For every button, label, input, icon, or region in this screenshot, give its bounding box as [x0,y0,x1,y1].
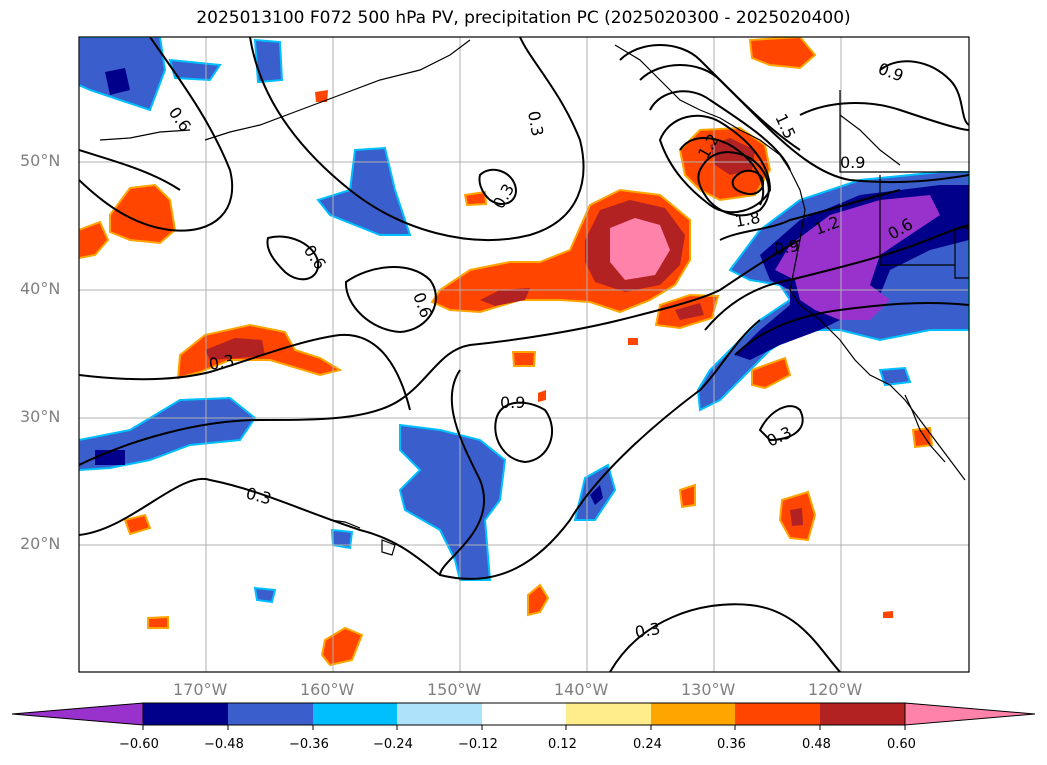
contour-label: 1.8 [733,208,761,231]
lon-label-140w: 140°W [554,680,609,699]
colorbar-tick-label: −0.60 [119,737,159,752]
pv-contours [79,37,969,672]
lon-label-150w: 150°W [427,680,482,699]
colorbar-tick-label: 0.36 [717,737,746,752]
contour-label: 1.5 [771,111,799,142]
lat-label-30n: 30°N [20,407,61,426]
contour-label: 0.9 [772,236,800,259]
colorbar-tick-label: 0.12 [548,737,577,752]
graticule [79,37,969,672]
lat-label-40n: 40°N [20,279,61,298]
lat-label-20n: 20°N [20,534,61,553]
contour-label: 0.6 [409,290,436,320]
map-frame [78,36,970,673]
contour-label: 0.3 [764,423,795,451]
contour-label: 0.3 [244,484,274,509]
lon-label-160w: 160°W [300,680,355,699]
contour-label: 0.3 [633,619,661,642]
contour-label: 0.3 [524,109,547,137]
lon-label-170w: 170°W [173,680,228,699]
lon-label-130w: 130°W [681,680,736,699]
colorbar-tick-label: −0.48 [204,737,244,752]
lat-label-50n: 50°N [20,151,61,170]
contour-label: 0.6 [300,241,330,273]
coastlines [99,39,969,556]
contour-label: 0.9 [500,393,525,412]
colorbar-tick-label: −0.24 [373,737,413,752]
contour-label: 0.3 [207,351,235,374]
colorbar [11,702,1036,730]
map-body: 0.6 0.3 0.3 0.6 0.6 0.9 0.3 0.3 0.9 1.5 … [79,37,969,672]
lon-label-120w: 120°W [808,680,863,699]
negative-precip-areas [79,37,969,604]
contour-label: 0.6 [165,103,195,135]
colorbar-tick-label: −0.36 [289,737,329,752]
positive-precip-areas [79,37,934,667]
contour-label: 0.9 [840,153,865,172]
contour-label: 0.9 [876,59,906,86]
colorbar-tick-label: 0.60 [887,737,916,752]
colorbar-tick-label: 0.24 [633,737,662,752]
contour-label: 0.3 [489,180,518,212]
map-title: 2025013100 F072 500 hPa PV, precipitatio… [196,8,851,28]
colorbar-tick-label: 0.48 [802,737,831,752]
colorbar-tick-label: −0.12 [458,737,498,752]
